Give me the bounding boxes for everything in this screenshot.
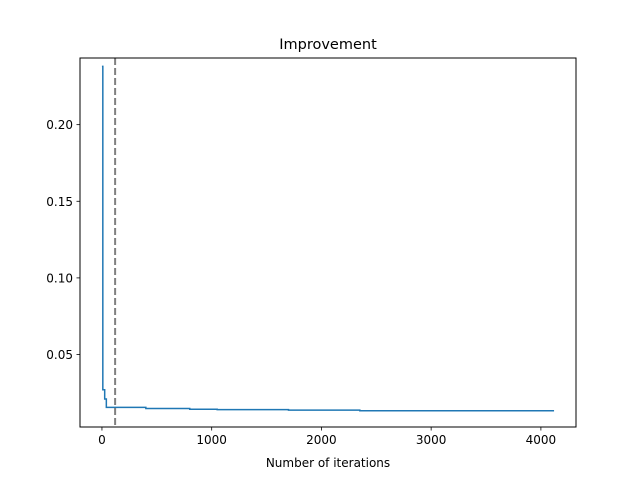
- x-axis-label: Number of iterations: [266, 456, 390, 470]
- plot-frame: [79, 57, 577, 428]
- x-tick-label: 0: [98, 433, 106, 447]
- y-tick-label: 0.20: [46, 118, 73, 132]
- x-tick-label: 4000: [526, 433, 557, 447]
- chart-title: Improvement: [279, 37, 377, 53]
- y-tick-label: 0.10: [46, 271, 73, 285]
- x-tick-label: 2000: [306, 433, 337, 447]
- y-axis: 0.05 0.10 0.15 0.20: [46, 118, 80, 362]
- x-axis: 0 1000 2000 3000 4000: [98, 427, 556, 447]
- x-tick-label: 1000: [196, 433, 227, 447]
- y-tick-label: 0.15: [46, 195, 73, 209]
- series-line-0: [101, 65, 555, 412]
- plot-area: [101, 58, 555, 427]
- y-tick-label: 0.05: [46, 348, 73, 362]
- x-tick-label: 3000: [416, 433, 447, 447]
